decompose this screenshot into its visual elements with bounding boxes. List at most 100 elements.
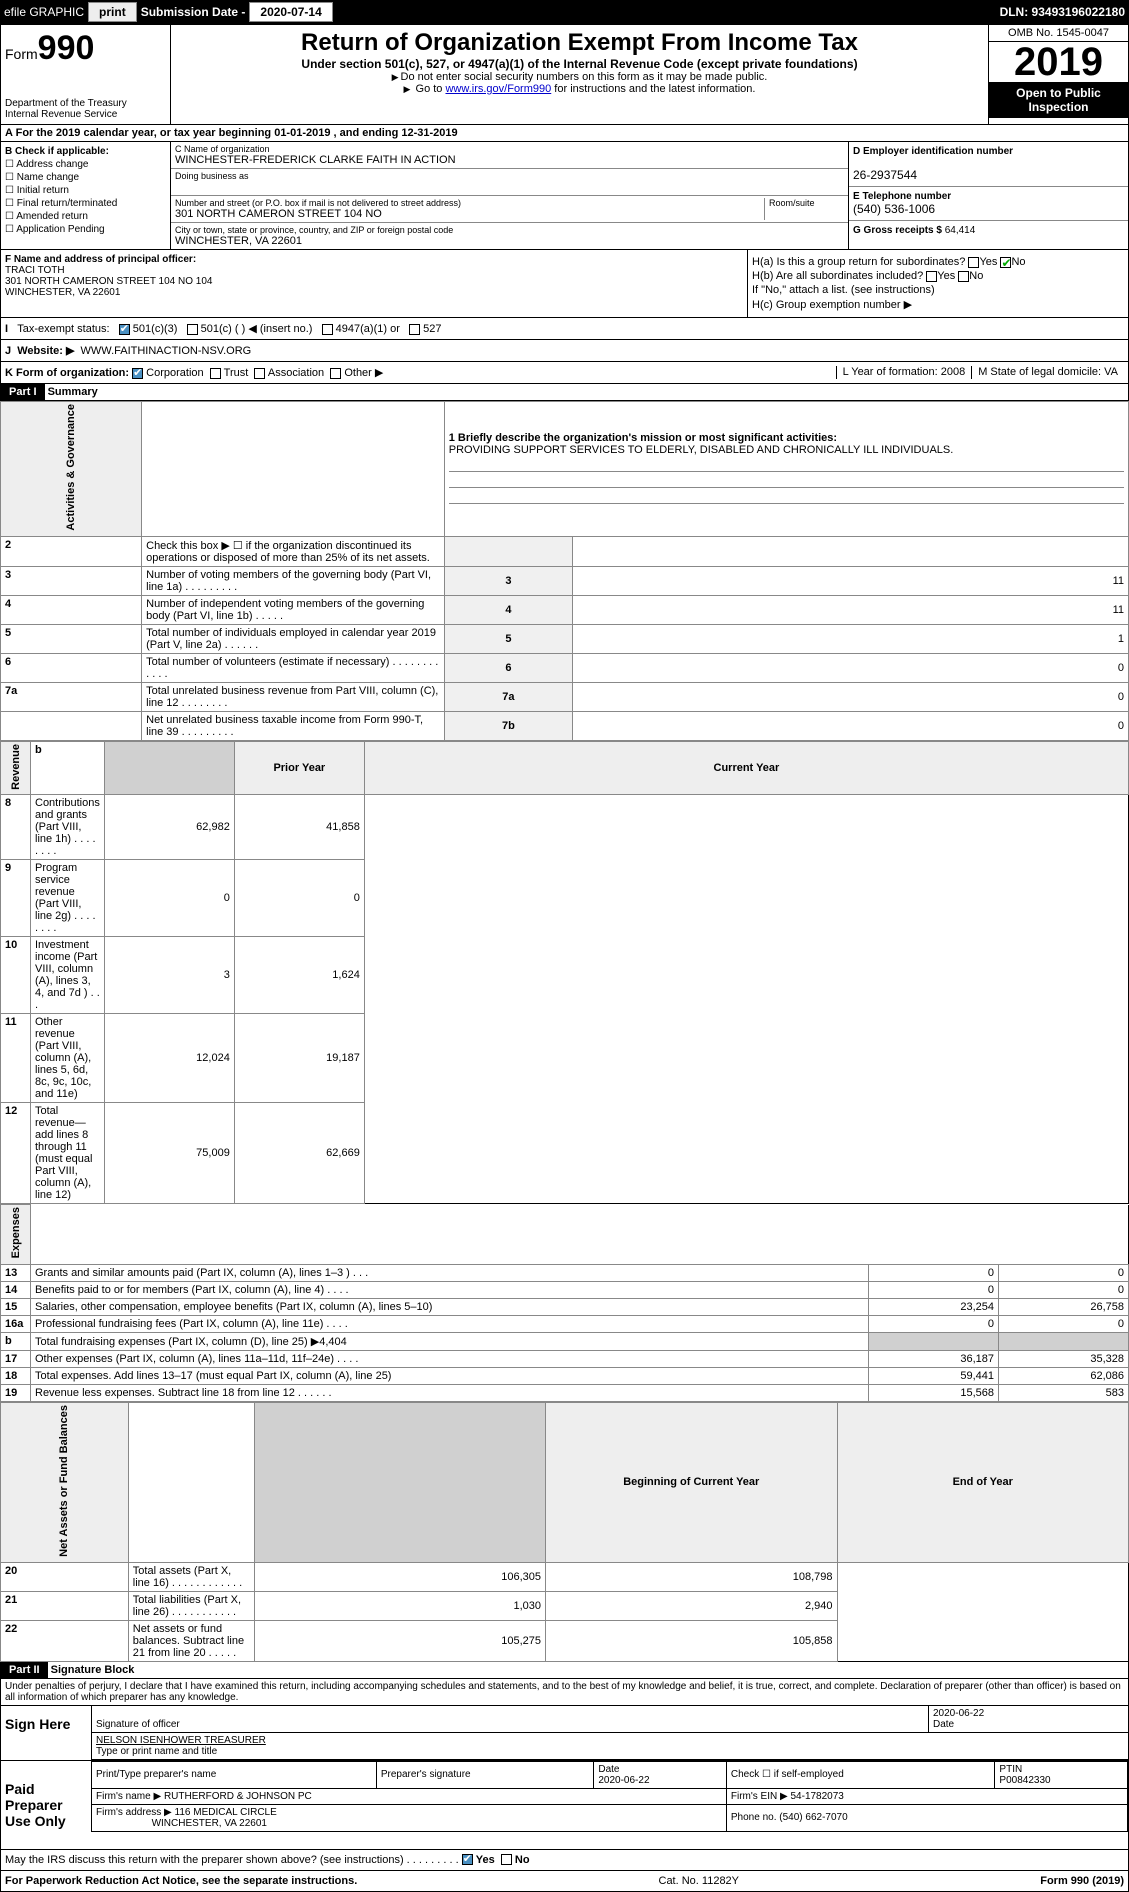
cb-other[interactable]: [330, 368, 341, 379]
cb-name[interactable]: ☐ Name change: [5, 172, 166, 183]
cb-amended-lbl: Amended return: [16, 211, 88, 222]
current-year-hdr: Current Year: [364, 741, 1128, 795]
addr-val: 301 NORTH CAMERON STREET 104 NO: [175, 208, 764, 220]
ha-no[interactable]: [1000, 257, 1011, 268]
cb-4947[interactable]: [322, 324, 333, 335]
exp-cy: 62,086: [999, 1367, 1129, 1384]
j-lbl: Website: ▶: [17, 345, 74, 357]
exp-desc: Total fundraising expenses (Part IX, col…: [31, 1332, 869, 1350]
na-cy: 2,940: [546, 1591, 837, 1620]
exp-cy: 0: [999, 1264, 1129, 1281]
print-button[interactable]: print: [88, 2, 137, 22]
na-desc: Net assets or fund balances. Subtract li…: [128, 1620, 254, 1661]
rev-cy: 41,858: [234, 795, 364, 860]
part1-header: Part I Summary: [0, 384, 1129, 401]
row-a-text: For the 2019 calendar year, or tax year …: [16, 127, 458, 139]
submission-date: 2020-07-14: [249, 2, 332, 22]
org-name: WINCHESTER-FREDERICK CLARKE FAITH IN ACT…: [175, 154, 844, 166]
revenue-table: Revenue b Prior Year Current Year 8 Cont…: [0, 741, 1129, 1205]
irs-link[interactable]: www.irs.gov/Form990: [445, 83, 551, 95]
ha-yes[interactable]: [968, 257, 979, 268]
rev-cy: 1,624: [234, 937, 364, 1014]
netassets-table: Net Assets or Fund Balances Beginning of…: [0, 1402, 1129, 1662]
sig-date: 2020-06-22Date: [928, 1706, 1128, 1733]
exp-cy: 0: [999, 1315, 1129, 1332]
ha-lbl: H(a) Is this a group return for subordin…: [752, 256, 965, 268]
rev-blank: [104, 741, 234, 795]
gov-val: 1: [573, 624, 1129, 653]
header-right: OMB No. 1545-0047 2019 Open to Public In…: [988, 25, 1128, 124]
exp-cy: 583: [999, 1384, 1129, 1401]
exp-py: 59,441: [869, 1367, 999, 1384]
sig-name-val: NELSON ISENHOWER TREASURER: [96, 1735, 266, 1746]
gov-nc: [444, 536, 572, 566]
f-city: WINCHESTER, VA 22601: [5, 287, 120, 298]
exp-desc: Revenue less expenses. Subtract line 18 …: [31, 1384, 869, 1401]
exp-num: 18: [1, 1367, 31, 1384]
gov-desc: Net unrelated business taxable income fr…: [142, 711, 445, 740]
cb-initial[interactable]: ☐ Initial return: [5, 185, 166, 196]
k-row: K Form of organization: Corporation Trus…: [0, 362, 1129, 384]
page-footer: For Paperwork Reduction Act Notice, see …: [0, 1871, 1129, 1892]
i-lbl: Tax-exempt status:: [17, 323, 109, 335]
cb-501c3[interactable]: [119, 324, 130, 335]
cb-527[interactable]: [409, 324, 420, 335]
preparer-table: Print/Type preparer's name Preparer's si…: [91, 1761, 1128, 1832]
i-row: I Tax-exempt status: 501(c)(3) 501(c) ( …: [0, 318, 1129, 340]
opt-501c3: 501(c)(3): [133, 323, 178, 335]
gov-desc: Total number of volunteers (estimate if …: [142, 653, 445, 682]
footer-l: For Paperwork Reduction Act Notice, see …: [5, 1875, 357, 1887]
exp-py: 0: [869, 1315, 999, 1332]
city-lbl: City or town, state or province, country…: [175, 225, 844, 235]
cb-pending[interactable]: ☐ Application Pending: [5, 224, 166, 235]
hb-no[interactable]: [958, 271, 969, 282]
note-ssn: Do not enter social security numbers on …: [175, 71, 984, 83]
rev-desc: Investment income (Part VIII, column (A)…: [31, 937, 105, 1014]
gov-nc: 3: [444, 566, 572, 595]
cb-final[interactable]: ☐ Final return/terminated: [5, 198, 166, 209]
ein-val2: 54-1782073: [790, 1791, 843, 1802]
section-bcd: B Check if applicable: ☐ Address change …: [0, 142, 1129, 250]
cb-trust[interactable]: [210, 368, 221, 379]
cb-initial-lbl: Initial return: [17, 185, 69, 196]
j-row: J Website: ▶ WWW.FAITHINACTION-NSV.ORG: [0, 340, 1129, 362]
k-assoc: Association: [268, 367, 324, 379]
discuss-no[interactable]: [501, 1854, 512, 1865]
gov-num: 7a: [1, 682, 142, 711]
sig-officer: Signature of officer: [91, 1706, 928, 1733]
phone-lbl: E Telephone number: [853, 191, 951, 202]
prep-h1: Preparer's signature: [376, 1761, 594, 1788]
firm-lbl: Firm's name ▶: [96, 1791, 161, 1802]
gross-field: G Gross receipts $ 64,414: [849, 221, 1128, 240]
gross-val: 64,414: [945, 225, 976, 236]
cb-assoc[interactable]: [254, 368, 265, 379]
note2b: for instructions and the latest informat…: [551, 83, 755, 95]
q1-num: [142, 402, 445, 537]
hb-yes[interactable]: [926, 271, 937, 282]
gov-num: 5: [1, 624, 142, 653]
cb-501c[interactable]: [187, 324, 198, 335]
cb-amended[interactable]: ☐ Amended return: [5, 211, 166, 222]
form-subtitle: Under section 501(c), 527, or 4947(a)(1)…: [175, 57, 984, 71]
addr-lbl: Number and street (or P.O. box if mail i…: [175, 198, 764, 208]
firm-phone-cell: Phone no. (540) 662-7070: [726, 1804, 1127, 1831]
f-col: F Name and address of principal officer:…: [1, 250, 748, 317]
gov-val: 0: [573, 682, 1129, 711]
cb-corp[interactable]: [132, 368, 143, 379]
rev-cy: 0: [234, 860, 364, 937]
addr-field: Number and street (or P.O. box if mail i…: [171, 196, 848, 223]
gov-desc: Number of voting members of the governin…: [142, 566, 445, 595]
footer-c: Cat. No. 11282Y: [659, 1875, 740, 1887]
col-d: D Employer identification number 26-2937…: [848, 142, 1128, 249]
gov-desc: Total number of individuals employed in …: [142, 624, 445, 653]
gov-val: [573, 536, 1129, 566]
discuss-yes[interactable]: [462, 1854, 473, 1865]
rev-num: 12: [1, 1103, 31, 1204]
cb-address[interactable]: ☐ Address change: [5, 159, 166, 170]
q1-cell: 1 Briefly describe the organization's mi…: [444, 402, 1128, 537]
col-c: C Name of organization WINCHESTER-FREDER…: [171, 142, 848, 249]
gross-lbl: G Gross receipts $: [853, 225, 942, 236]
open-inspection: Open to Public Inspection: [989, 82, 1128, 118]
rev-py: 12,024: [104, 1014, 234, 1103]
k-corp: Corporation: [146, 367, 203, 379]
